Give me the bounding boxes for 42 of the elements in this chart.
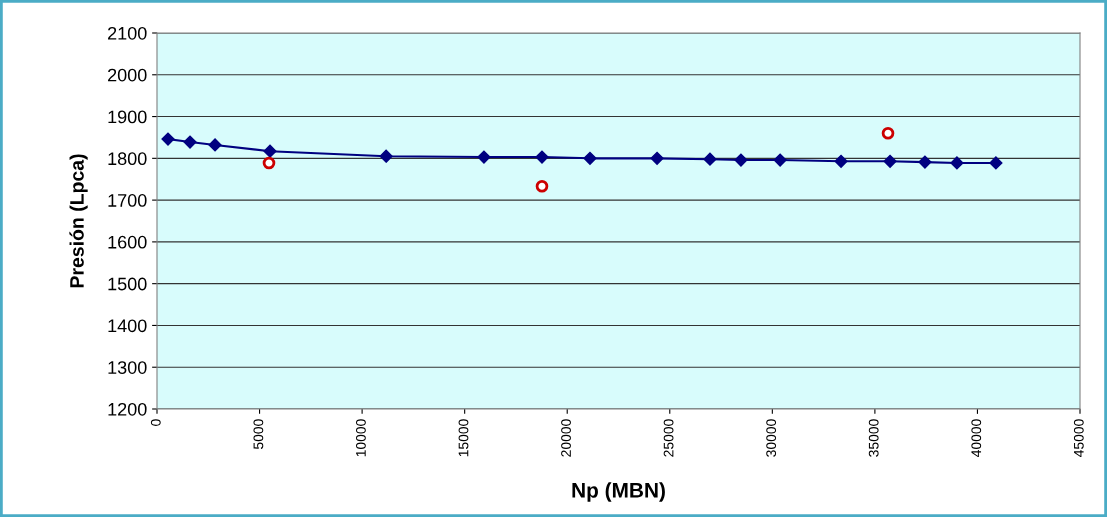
y-tick-label: 2000 xyxy=(108,68,147,82)
x-tick-label: 40000 xyxy=(971,419,982,458)
point xyxy=(263,144,277,158)
point xyxy=(379,149,393,163)
x-tick-label: 45000 xyxy=(1073,419,1084,458)
x-tick-label: 0 xyxy=(150,419,161,426)
x-tick-label: 20000 xyxy=(561,419,571,457)
y-axis-title: Presión (Lpca) xyxy=(69,154,88,288)
point xyxy=(535,180,549,193)
y-tick-label: 1300 xyxy=(108,361,147,374)
x-tick-label: 15000 xyxy=(458,419,469,457)
x-tick-label: 30000 xyxy=(766,419,777,457)
x-tick-label: 5000 xyxy=(253,419,264,450)
point xyxy=(834,154,848,168)
x-tick-label: 10000 xyxy=(356,419,366,457)
y-tick-label: 1600 xyxy=(108,235,147,249)
point xyxy=(161,132,175,146)
point xyxy=(881,126,895,140)
x-tick-label: 35000 xyxy=(868,419,879,457)
point xyxy=(918,155,932,169)
point xyxy=(477,150,491,164)
point xyxy=(734,153,748,167)
point xyxy=(262,156,276,170)
point xyxy=(883,154,897,168)
y-tick-label: 1800 xyxy=(108,152,147,166)
y-tick-label: 2100 xyxy=(108,26,147,40)
y-tick-label: 1900 xyxy=(108,110,147,124)
y-tick-label: 1500 xyxy=(108,277,147,291)
point xyxy=(703,152,717,166)
y-tick-label: 1700 xyxy=(108,194,147,207)
y-tick-label: 1200 xyxy=(108,402,147,416)
point xyxy=(950,156,964,170)
point xyxy=(183,135,197,149)
x-axis-title: Np (MBN) xyxy=(572,482,665,502)
point xyxy=(583,151,597,165)
point xyxy=(535,150,549,164)
y-tick-label: 1400 xyxy=(108,319,147,333)
point xyxy=(773,153,787,167)
point xyxy=(989,156,1003,170)
x-tick-label: 25000 xyxy=(663,419,674,457)
point xyxy=(650,151,664,165)
point xyxy=(208,138,222,152)
